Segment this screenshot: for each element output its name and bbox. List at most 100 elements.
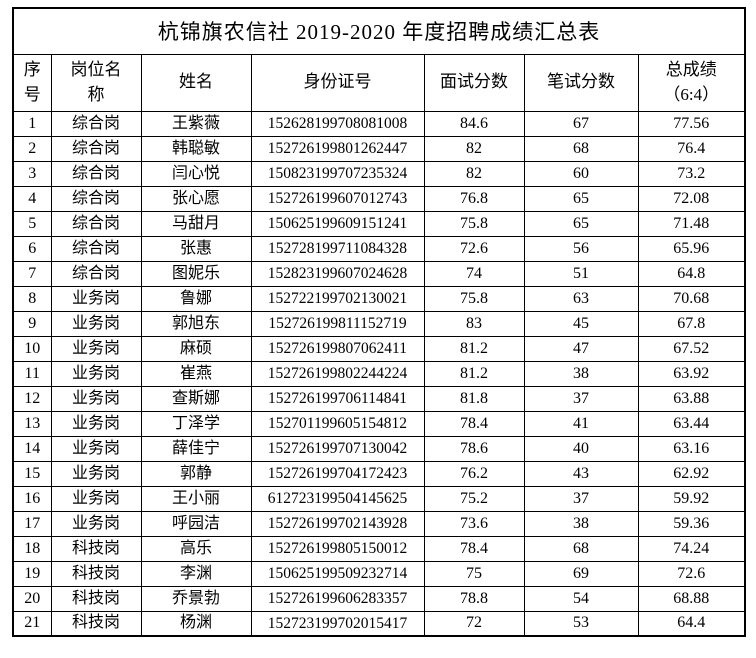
table-row: 9 业务岗 郭旭东 152726199811152719 83 45 67.8: [12, 310, 746, 337]
cell-position: 业务岗: [50, 385, 142, 412]
cell-name: 丁泽学: [140, 410, 252, 437]
cell-written: 53: [523, 610, 639, 637]
cell-name: 图妮乐: [140, 260, 252, 287]
cell-position: 业务岗: [50, 460, 142, 487]
cell-interview: 72: [423, 610, 525, 637]
cell-interview: 75.8: [423, 285, 525, 312]
cell-name: 呼园洁: [140, 510, 252, 537]
cell-total: 74.24: [637, 535, 746, 562]
cell-seq: 10: [12, 335, 52, 362]
cell-id: 152726199801262447: [250, 135, 425, 162]
cell-interview: 78.8: [423, 585, 525, 612]
cell-id: 152823199607024628: [250, 260, 425, 287]
cell-seq: 21: [12, 610, 52, 637]
cell-interview: 84.6: [423, 110, 525, 137]
cell-interview: 81.8: [423, 385, 525, 412]
table-row: 2 综合岗 韩聪敏 152726199801262447 82 68 76.4: [12, 135, 746, 162]
cell-seq: 17: [12, 510, 52, 537]
cell-total: 63.88: [637, 385, 746, 412]
table-row: 12 业务岗 查斯娜 152726199706114841 81.8 37 63.88: [12, 385, 746, 412]
cell-position: 业务岗: [50, 410, 142, 437]
cell-id: 152726199706114841: [250, 385, 425, 412]
cell-total: 71.48: [637, 210, 746, 237]
column-header-interview: 面试分数: [423, 53, 525, 112]
cell-interview: 72.6: [423, 235, 525, 262]
cell-written: 67: [523, 110, 639, 137]
cell-interview: 78.6: [423, 435, 525, 462]
cell-interview: 82: [423, 135, 525, 162]
cell-seq: 6: [12, 235, 52, 262]
cell-position: 业务岗: [50, 335, 142, 362]
cell-position: 业务岗: [50, 485, 142, 512]
cell-id: 152726199606283357: [250, 585, 425, 612]
cell-position: 综合岗: [50, 210, 142, 237]
cell-name: 韩聪敏: [140, 135, 252, 162]
cell-total: 72.08: [637, 185, 746, 212]
cell-written: 45: [523, 310, 639, 337]
cell-total: 65.96: [637, 235, 746, 262]
cell-id: 152726199607012743: [250, 185, 425, 212]
cell-id: 152701199605154812: [250, 410, 425, 437]
cell-seq: 3: [12, 160, 52, 187]
cell-written: 37: [523, 385, 639, 412]
cell-interview: 74: [423, 260, 525, 287]
cell-id: 152726199805150012: [250, 535, 425, 562]
cell-written: 47: [523, 335, 639, 362]
table-row: 1 综合岗 王紫薇 152628199708081008 84.6 67 77.56: [12, 110, 746, 137]
cell-total: 67.8: [637, 310, 746, 337]
cell-total: 63.44: [637, 410, 746, 437]
cell-position: 科技岗: [50, 610, 142, 637]
cell-written: 54: [523, 585, 639, 612]
table-row: 6 综合岗 张惠 152728199711084328 72.6 56 65.96: [12, 235, 746, 262]
cell-interview: 75: [423, 560, 525, 587]
cell-written: 38: [523, 510, 639, 537]
table-row: 15 业务岗 郭静 152726199704172423 76.2 43 62.92: [12, 460, 746, 487]
cell-total: 62.92: [637, 460, 746, 487]
column-header-position: 岗位名 称: [50, 53, 142, 112]
cell-seq: 11: [12, 360, 52, 387]
cell-total: 67.52: [637, 335, 746, 362]
cell-id: 150625199509232714: [250, 560, 425, 587]
cell-interview: 78.4: [423, 410, 525, 437]
cell-total: 59.92: [637, 485, 746, 512]
cell-position: 综合岗: [50, 135, 142, 162]
table-row: 19 科技岗 李渊 150625199509232714 75 69 72.6: [12, 560, 746, 587]
table-row: 13 业务岗 丁泽学 152701199605154812 78.4 41 63.44: [12, 410, 746, 437]
cell-name: 鲁娜: [140, 285, 252, 312]
cell-written: 56: [523, 235, 639, 262]
cell-seq: 12: [12, 385, 52, 412]
cell-seq: 2: [12, 135, 52, 162]
cell-written: 68: [523, 135, 639, 162]
cell-written: 38: [523, 360, 639, 387]
cell-total: 73.2: [637, 160, 746, 187]
cell-written: 41: [523, 410, 639, 437]
cell-name: 王紫薇: [140, 110, 252, 137]
column-header-id: 身份证号: [250, 53, 425, 112]
cell-total: 59.36: [637, 510, 746, 537]
cell-interview: 83: [423, 310, 525, 337]
cell-name: 闫心悦: [140, 160, 252, 187]
table-row: 8 业务岗 鲁娜 152722199702130021 75.8 63 70.68: [12, 285, 746, 312]
cell-name: 李渊: [140, 560, 252, 587]
cell-id: 152722199702130021: [250, 285, 425, 312]
cell-total: 77.56: [637, 110, 746, 137]
cell-position: 科技岗: [50, 585, 142, 612]
cell-position: 业务岗: [50, 510, 142, 537]
cell-id: 152628199708081008: [250, 110, 425, 137]
cell-id: 612723199504145625: [250, 485, 425, 512]
table-row: 20 科技岗 乔景勃 152726199606283357 78.8 54 68.88: [12, 585, 746, 612]
cell-id: 152726199807062411: [250, 335, 425, 362]
cell-seq: 5: [12, 210, 52, 237]
cell-interview: 75.8: [423, 210, 525, 237]
cell-written: 43: [523, 460, 639, 487]
cell-seq: 18: [12, 535, 52, 562]
cell-seq: 15: [12, 460, 52, 487]
header-row: 序 号 岗位名 称 姓名 身份证号 面试分数 笔试分数 总成绩 （6:4）: [12, 53, 746, 112]
cell-total: 72.6: [637, 560, 746, 587]
table-row: 11 业务岗 崔燕 152726199802244224 81.2 38 63.92: [12, 360, 746, 387]
column-header-total: 总成绩 （6:4）: [637, 53, 746, 112]
recruitment-score-table: 杭锦旗农信社 2019-2020 年度招聘成绩汇总表 序 号 岗位名 称 姓名 …: [12, 7, 746, 637]
cell-position: 科技岗: [50, 535, 142, 562]
table-row: 5 综合岗 马甜月 150625199609151241 75.8 65 71.48: [12, 210, 746, 237]
